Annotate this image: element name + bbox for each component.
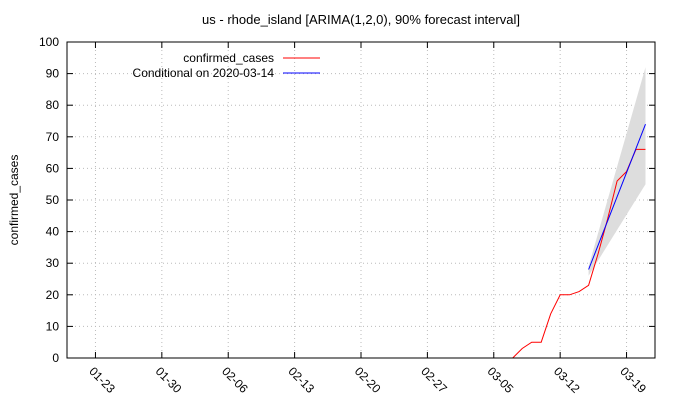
chart-title: us - rhode_island [ARIMA(1,2,0), 90% for… [202,12,520,27]
y-tick-label: 60 [46,161,60,175]
x-axis: 01-23 01-30 02-06 02-13 02-20 02-27 03-05 03-12… [86,42,649,396]
y-tick-label: 20 [46,288,60,302]
y-tick-label: 30 [46,256,60,270]
x-tick-label: 02-20 [352,364,384,396]
x-tick-label: 02-06 [219,364,251,396]
y-tick-label: 80 [46,98,60,112]
forecast-interval-band [588,67,646,276]
grid [67,42,655,358]
legend-label: Conditional on 2020-03-14 [133,66,275,80]
series-line-0 [512,148,646,359]
y-axis-label: confirmed_cases [7,155,21,246]
y-axis: 0 10 20 30 40 50 60 70 80 90 100 [39,35,655,365]
series-line-1 [588,124,646,270]
x-tick-label: 03-12 [551,364,583,396]
y-tick-label: 90 [46,67,60,81]
y-tick-label: 70 [46,130,60,144]
x-tick-label: 02-27 [418,364,450,396]
legend-label: confirmed_cases [183,51,274,65]
y-tick-label: 10 [46,319,60,333]
x-tick-label: 03-05 [485,364,517,396]
y-tick-label: 100 [39,35,59,49]
x-tick-label: 02-13 [285,364,317,396]
x-tick-label: 01-23 [86,364,118,396]
y-tick-label: 50 [46,193,60,207]
series-lines [512,124,646,359]
y-tick-label: 40 [46,225,60,239]
x-tick-label: 01-30 [153,364,185,396]
y-tick-label: 0 [52,351,59,365]
x-tick-label: 03-19 [617,364,649,396]
